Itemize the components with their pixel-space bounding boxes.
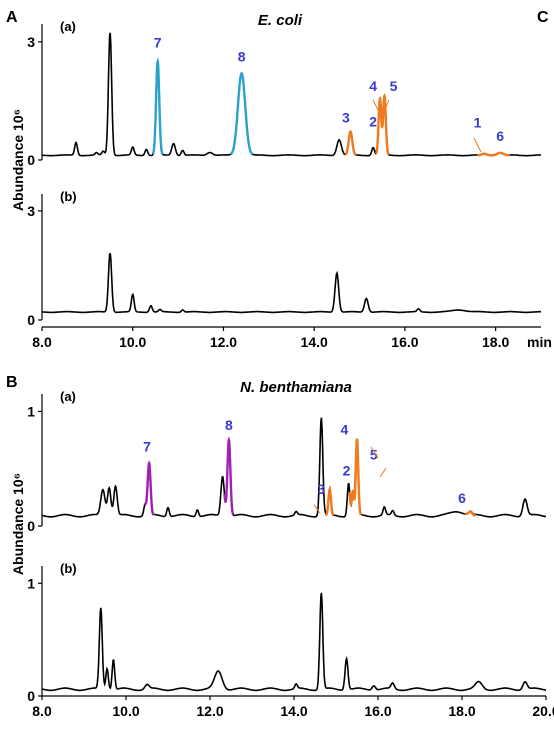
- peak-label: 2: [343, 463, 351, 479]
- highlighted-peak: [476, 152, 492, 157]
- peak-label: 8: [225, 417, 233, 433]
- peak-label: 4: [341, 421, 349, 437]
- panel-letter-b: B: [6, 374, 18, 391]
- panel-b-title: N. benthamiana: [240, 379, 352, 396]
- highlighted-peak: [352, 438, 362, 516]
- peak-label: 7: [154, 35, 162, 51]
- highlighted-peak: [325, 486, 335, 517]
- annotation-arrow: [313, 504, 321, 514]
- peak-label: 6: [458, 490, 466, 506]
- panel-a-xlabel: min: [527, 334, 552, 350]
- x-tick-label: 12.0: [196, 703, 223, 719]
- peak-label: 6: [496, 128, 504, 144]
- y-tick-label: 0: [27, 152, 35, 168]
- x-tick-label: 8.0: [32, 334, 52, 350]
- highlighted-peak: [143, 460, 155, 516]
- y-tick-label: 0: [27, 688, 35, 704]
- peak-label: 3: [342, 110, 350, 126]
- trace-line: [42, 252, 542, 314]
- peak-label: 1: [474, 115, 482, 131]
- highlighted-peak: [490, 151, 510, 157]
- peak-label: 5: [370, 447, 378, 463]
- trace-line: [41, 592, 546, 692]
- annotation-arrow: [370, 446, 379, 459]
- peak-label: 4: [369, 78, 377, 94]
- x-tick-label: 18.0: [448, 703, 475, 719]
- subplot-label: (a): [60, 19, 76, 34]
- x-tick-label: 16.0: [391, 334, 418, 350]
- y-tick-label: 1: [27, 403, 35, 419]
- highlighted-peak: [229, 71, 254, 156]
- highlighted-peak: [344, 129, 357, 157]
- subplot-label: (b): [60, 561, 77, 576]
- x-tick-label: 14.0: [301, 334, 328, 350]
- panel-letter-a: A: [6, 9, 18, 26]
- panel-b-ylabel: Abundance 10⁶: [10, 473, 26, 575]
- y-tick-label: 3: [27, 34, 35, 50]
- x-tick-label: 14.0: [280, 703, 307, 719]
- highlighted-peak: [464, 510, 477, 517]
- x-tick-label: 8.0: [32, 703, 52, 719]
- y-tick-label: 1: [27, 575, 35, 591]
- x-tick-label: 16.0: [364, 703, 391, 719]
- subplot-label: (a): [60, 389, 76, 404]
- annotation-arrow: [384, 99, 390, 111]
- peak-label: 8: [238, 49, 246, 65]
- peak-label: 3: [317, 481, 325, 497]
- x-tick-label: 10.0: [119, 334, 146, 350]
- panel-letter-c: C: [537, 9, 549, 26]
- annotation-arrow: [473, 137, 482, 153]
- subplot-label: (b): [60, 189, 77, 204]
- peak-label: 7: [143, 439, 151, 455]
- x-tick-label: 12.0: [210, 334, 237, 350]
- highlighted-peak: [151, 57, 164, 155]
- trace-line: [42, 32, 541, 157]
- y-tick-label: 3: [27, 203, 35, 219]
- x-tick-label: 10.0: [112, 703, 139, 719]
- highlighted-peak: [223, 436, 235, 516]
- annotation-arrow: [379, 467, 387, 478]
- y-tick-label: 0: [27, 518, 35, 534]
- peak-label: 5: [390, 78, 398, 94]
- panel-a-title: E. coli: [258, 12, 303, 29]
- peak-label: 2: [369, 114, 377, 130]
- y-tick-label: 0: [27, 312, 35, 328]
- panel-a-ylabel: Abundance 10⁶: [10, 109, 26, 211]
- annotation-arrow: [372, 99, 379, 111]
- x-tick-label: 18.0: [482, 334, 509, 350]
- x-tick-label: 20.0: [532, 703, 554, 719]
- highlighted-peak: [379, 92, 390, 156]
- trace-line: [41, 417, 547, 518]
